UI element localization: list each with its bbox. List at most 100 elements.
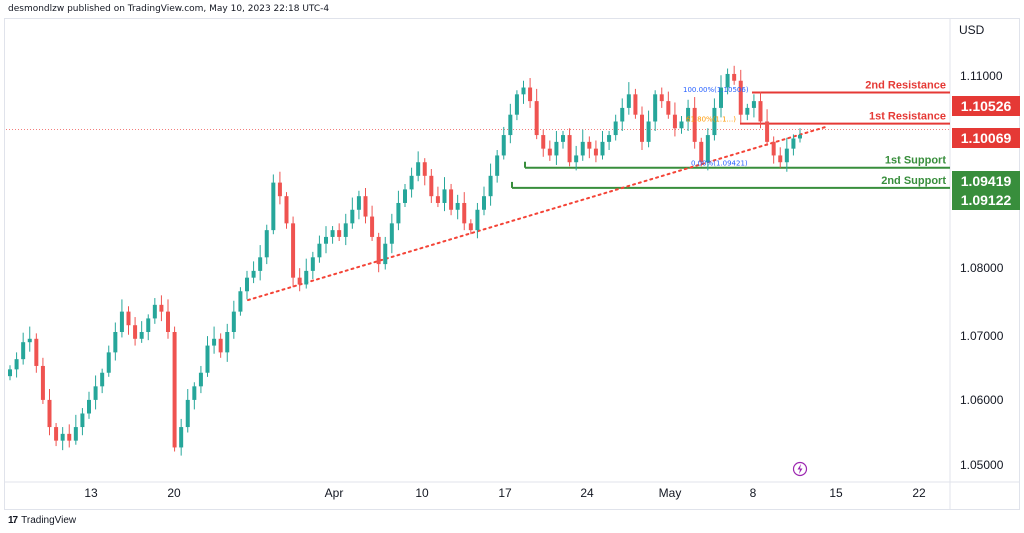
candle-body [343, 223, 348, 237]
candle [291, 216, 296, 288]
trendline [247, 125, 829, 302]
candle-body [732, 73, 737, 81]
x-tick-label: 17 [498, 486, 512, 500]
level-label: 2nd Support [881, 175, 946, 187]
candle [653, 90, 658, 131]
candle-body [554, 141, 559, 156]
candle-body [482, 196, 486, 210]
candle [554, 130, 559, 165]
candle [370, 205, 375, 242]
candle [705, 128, 710, 171]
candle-body [640, 114, 644, 142]
candle [778, 147, 783, 168]
candle [501, 126, 506, 160]
x-tick-label: 20 [167, 486, 181, 500]
candle-body [297, 277, 302, 285]
candle [159, 295, 164, 322]
candle-body [705, 135, 710, 163]
candle [640, 106, 644, 151]
x-tick-label: Apr [325, 486, 344, 500]
candle [34, 333, 39, 373]
y-tick-label: 1.05000 [960, 458, 1004, 472]
candle-body [238, 291, 243, 312]
candle-body [646, 121, 651, 142]
level-labels: 2nd Resistance 1st Resistance 1st Support 2… [865, 80, 946, 187]
candle [389, 213, 394, 254]
candle [784, 137, 789, 172]
candle-body [686, 107, 691, 122]
candle-body [600, 141, 605, 156]
candle [692, 97, 697, 149]
candle-body [725, 73, 730, 88]
candle-body [383, 243, 388, 265]
candle-body [166, 311, 170, 332]
candle [304, 258, 309, 289]
candle-body [198, 372, 203, 387]
candle-body [771, 141, 776, 156]
price-tag-label: 1.09122 [961, 192, 1012, 208]
x-tick-label: 24 [580, 486, 594, 500]
candle-body [277, 182, 282, 197]
lightning-icon[interactable] [792, 461, 808, 477]
y-tick-label: 1.08000 [960, 261, 1004, 275]
candle [732, 65, 737, 85]
y-tick-label: 1.11000 [960, 69, 1003, 83]
candle [712, 98, 717, 141]
candle-body [8, 369, 12, 377]
candle-body [317, 243, 322, 258]
candle [40, 357, 45, 404]
candle [218, 333, 223, 358]
candle-body [133, 325, 138, 339]
candle [324, 226, 328, 254]
candle-body [626, 94, 631, 108]
candle-body [784, 148, 789, 163]
candle [343, 213, 348, 246]
candle-body [659, 94, 664, 102]
candle-body [791, 138, 796, 149]
candle [60, 427, 65, 451]
candle [27, 326, 32, 352]
candle [47, 389, 52, 436]
candle-body [672, 114, 677, 129]
candle-body [231, 311, 236, 332]
candle-body [337, 230, 342, 237]
candle-body [699, 141, 704, 163]
candle [508, 103, 513, 144]
candle-body [719, 87, 723, 108]
candle-body [389, 223, 394, 244]
candle-body [567, 135, 572, 163]
candle-body [47, 399, 52, 428]
tradingview-logo[interactable]: 17 TradingView [8, 515, 76, 526]
candle-body [370, 216, 375, 237]
candle-body [462, 202, 467, 224]
candle-body [758, 101, 763, 122]
candle [514, 90, 519, 121]
candle-body [363, 196, 368, 217]
candle [672, 102, 677, 137]
candle-body [93, 386, 98, 400]
tradingview-mark-icon: 17 [8, 515, 18, 526]
candle-body [633, 94, 638, 115]
price-tag-label: 1.10526 [961, 98, 1012, 114]
candle-body [607, 135, 612, 142]
candle-body [435, 196, 440, 203]
candle [264, 224, 269, 265]
candle-body [475, 209, 480, 231]
candle [245, 270, 249, 300]
candle-body [692, 107, 697, 142]
candle [73, 414, 78, 445]
candle-body [751, 101, 756, 108]
candle [765, 109, 770, 146]
candle [139, 321, 144, 343]
candle [613, 114, 618, 141]
tradingview-brand: TradingView [21, 515, 77, 526]
candle [119, 299, 124, 338]
fib-label: 100.00%(1.10506) [683, 86, 749, 94]
x-tick-label: 22 [912, 486, 926, 500]
candle-body [54, 427, 59, 441]
candle-body [416, 162, 421, 176]
candle [363, 188, 368, 224]
x-tick-label: 15 [829, 486, 843, 500]
candle [534, 88, 539, 140]
